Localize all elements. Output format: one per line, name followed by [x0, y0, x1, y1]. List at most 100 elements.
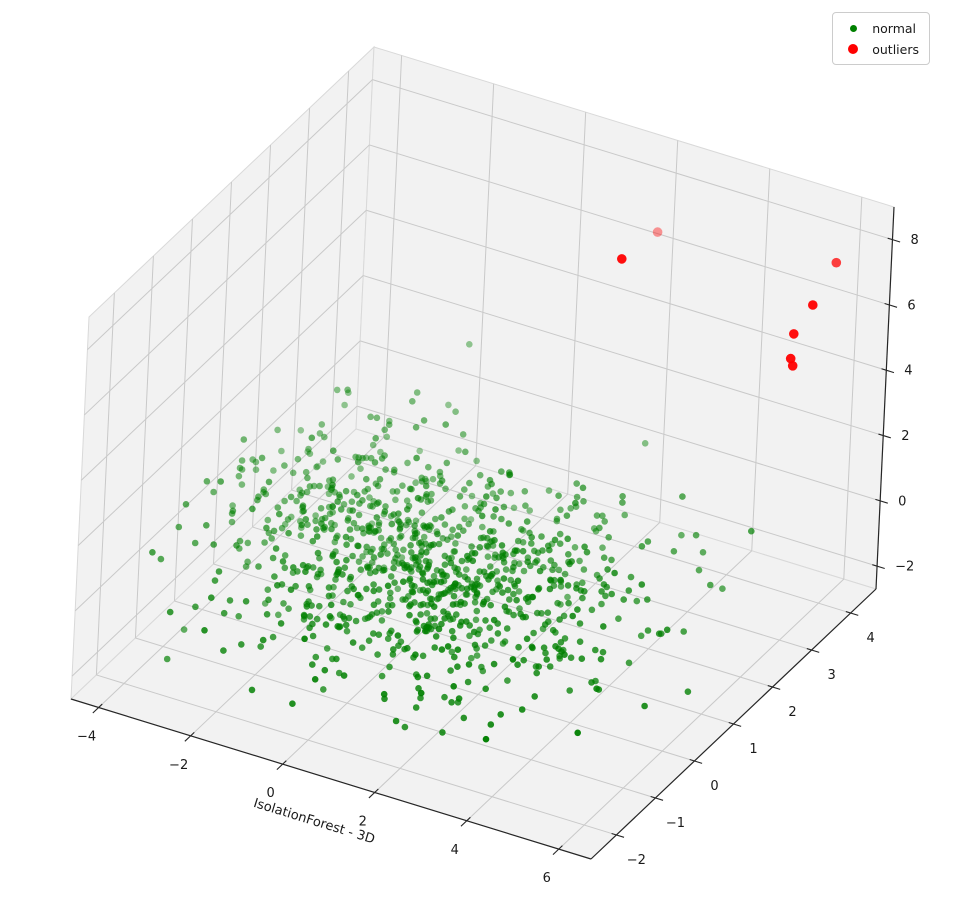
scatter-point-normal	[455, 695, 463, 702]
scatter-point-normal	[411, 522, 418, 529]
scatter-point-normal	[420, 533, 428, 541]
y-tick-label: 0	[710, 779, 718, 794]
scatter-point-normal	[412, 479, 419, 487]
scatter-point-normal	[644, 627, 652, 634]
scatter-point-normal	[441, 693, 448, 701]
scatter-point-normal	[424, 564, 432, 571]
scatter-point-normal	[438, 477, 446, 485]
scatter-point-normal	[598, 600, 605, 608]
scatter-point-normal	[352, 617, 360, 625]
scatter-point-normal	[354, 458, 362, 466]
x-tick	[92, 703, 103, 714]
scatter-point-normal	[435, 625, 443, 633]
scatter-point-normal	[284, 516, 292, 523]
scatter-point-normal	[429, 475, 437, 483]
scatter-point-normal	[388, 627, 395, 635]
scatter-point-normal	[244, 539, 252, 547]
scatter-point-normal	[424, 579, 431, 587]
scatter-point-normal	[530, 629, 537, 637]
scatter-point-normal	[522, 595, 530, 602]
scatter-point-normal	[501, 603, 509, 611]
scatter-point-normal	[391, 579, 398, 586]
scatter-point-normal	[611, 569, 618, 577]
scatter-point-normal	[252, 458, 260, 466]
scatter-point-normal	[480, 500, 488, 508]
scatter-point-normal	[486, 624, 494, 631]
scatter-point-normal	[430, 578, 438, 586]
scatter-point-normal	[226, 597, 234, 604]
scatter-point-normal	[452, 540, 459, 547]
scatter-point-outlier	[787, 361, 798, 371]
scatter-point-normal	[313, 526, 320, 533]
scatter-point-normal	[444, 643, 452, 650]
scatter-point-normal	[371, 528, 379, 535]
scatter-point-normal	[412, 704, 420, 711]
scatter-point-normal	[365, 637, 373, 644]
scatter-point-normal	[340, 672, 348, 679]
scatter-point-normal	[440, 608, 447, 615]
scatter-point-normal	[281, 462, 288, 469]
scatter-point-normal	[441, 561, 449, 568]
scatter-point-normal	[473, 607, 481, 615]
scatter-point-normal	[249, 456, 256, 463]
scatter-point-normal	[378, 672, 386, 680]
scatter-point-normal	[372, 480, 380, 488]
scatter-point-normal	[384, 635, 392, 642]
scatter-point-normal	[392, 555, 399, 562]
scatter-point-normal	[336, 491, 343, 499]
y-tick	[767, 685, 781, 690]
scatter-point-normal	[263, 524, 270, 532]
scatter-point-normal	[435, 540, 443, 548]
scatter-point-normal	[289, 469, 297, 477]
y-tick	[845, 611, 859, 616]
scatter-point-normal	[318, 421, 326, 428]
grid-line	[363, 275, 884, 437]
scatter-point-normal	[299, 561, 307, 569]
scatter-point-normal	[505, 520, 513, 527]
scatter-point-normal	[321, 433, 328, 441]
scatter-point-normal	[242, 563, 250, 570]
scatter-point-normal	[599, 512, 606, 520]
scatter-point-normal	[389, 651, 397, 658]
scatter-point-normal	[638, 581, 646, 588]
scatter-point-outlier	[831, 257, 842, 268]
scatter-point-normal	[454, 663, 461, 670]
scatter-point-normal	[519, 547, 527, 555]
scatter-point-normal	[439, 729, 446, 736]
scatter-point-normal	[378, 617, 386, 624]
scatter-point-normal	[333, 655, 340, 663]
z-tick-label: −2	[895, 560, 914, 575]
scatter-point-normal	[415, 685, 422, 692]
scatter-point-normal	[486, 528, 494, 535]
legend-item-normal: normal	[840, 19, 919, 37]
scatter-point-normal	[605, 534, 612, 541]
scatter-point-normal	[395, 642, 402, 649]
scatter-point-normal	[399, 596, 407, 603]
scatter-point-normal	[581, 543, 588, 551]
scatter-point-normal	[329, 503, 337, 511]
scatter-point-normal	[592, 646, 599, 654]
scatter-point-normal	[565, 551, 572, 558]
scatter-point-normal	[442, 421, 450, 428]
scatter-point-normal	[468, 654, 475, 662]
scatter-point-normal	[175, 523, 183, 531]
scatter-point-normal	[228, 518, 236, 526]
scatter-point-normal	[320, 686, 327, 693]
scatter-point-normal	[306, 483, 314, 490]
scatter-point-normal	[417, 694, 424, 702]
scatter-point-normal	[476, 544, 484, 551]
scatter-point-normal	[456, 493, 464, 500]
scatter-point-normal	[469, 557, 477, 565]
scatter-point-normal	[367, 548, 375, 556]
scatter-point-normal	[342, 533, 350, 541]
scatter-point-normal	[355, 558, 363, 565]
scatter-point-normal	[268, 535, 276, 542]
scatter-point-normal	[343, 627, 351, 635]
normal-marker-icon	[849, 24, 857, 32]
scatter-point-normal	[463, 618, 470, 625]
scatter-point-normal	[523, 518, 531, 525]
scatter-point-normal	[309, 661, 316, 668]
scatter-point-normal	[443, 572, 451, 580]
scatter-point-normal	[510, 590, 517, 598]
scatter-point-normal	[269, 633, 277, 641]
